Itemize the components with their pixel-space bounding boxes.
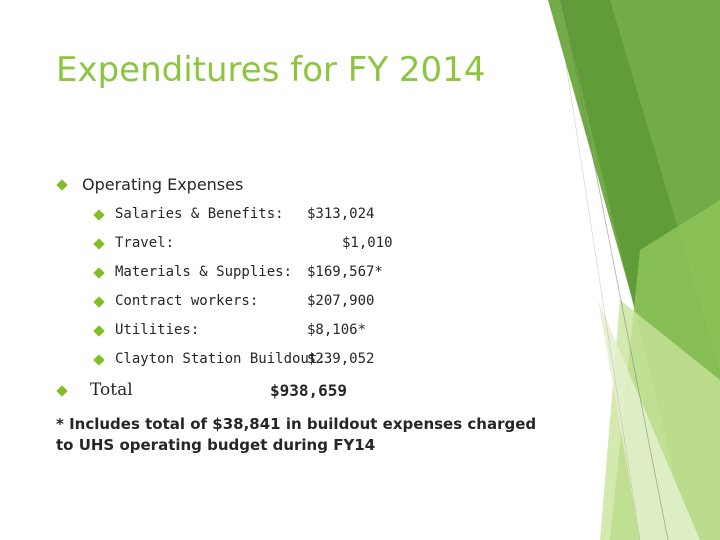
facet-pale [598, 300, 700, 540]
item-value: $169,567* [307, 264, 383, 280]
item-label: Contract workers: [115, 293, 259, 309]
item-label: Salaries & Benefits: [115, 206, 284, 222]
item-value: $8,106* [307, 322, 367, 338]
item-value: $313,024 [307, 206, 375, 222]
facet-line-2 [555, 0, 641, 540]
item-label: Clayton Station Buildout: [115, 351, 326, 367]
item-value: $1,010 [342, 235, 393, 251]
slide-title: Expenditures for FY 2014 [56, 50, 486, 90]
item-value: $239,052 [307, 351, 375, 367]
total-label: Total [90, 380, 133, 400]
section-label: Operating Expenses [82, 175, 244, 194]
item-value: $207,900 [307, 293, 375, 309]
footnote: * Includes total of $38,841 in buildout … [56, 415, 537, 454]
item-label: Travel: [115, 235, 175, 251]
total-value: $938,659 [270, 381, 348, 400]
item-label: Materials & Supplies: [115, 264, 293, 280]
item-label: Utilities: [115, 322, 200, 338]
facet-line-1 [561, 0, 669, 540]
